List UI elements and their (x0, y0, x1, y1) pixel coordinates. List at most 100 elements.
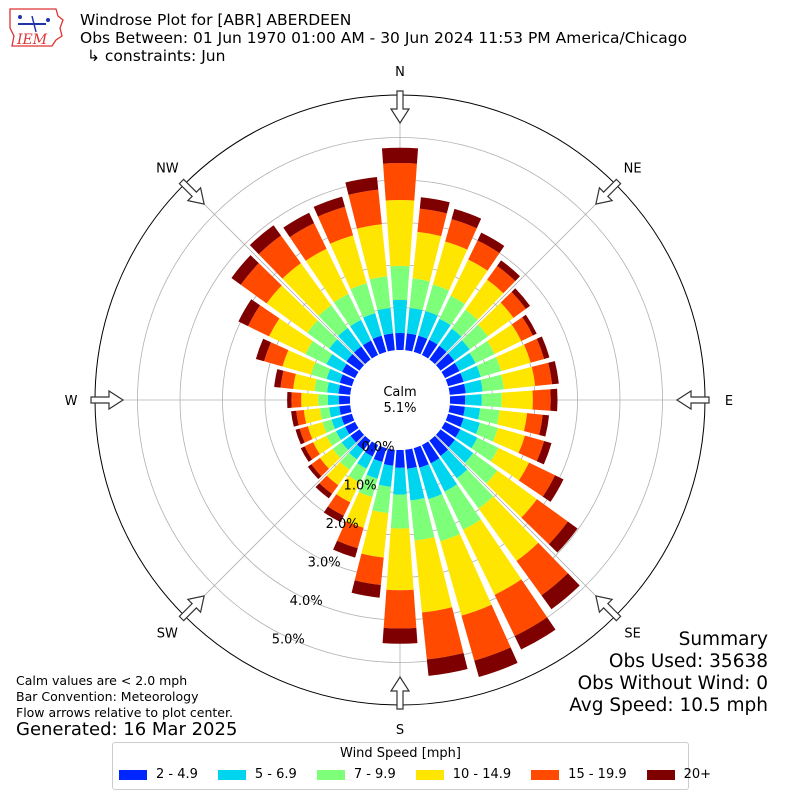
bar-150-bin-5 (514, 617, 556, 650)
bar-180-bin-4 (383, 589, 417, 629)
bar-140-bin-3 (478, 496, 539, 561)
bar-260-bin-0 (339, 405, 352, 415)
bar-0-bin-5 (381, 147, 419, 164)
bar-300-bin-4 (247, 305, 280, 337)
ring-label-2: 2.0% (326, 517, 359, 532)
bar-220-bin-3 (326, 461, 350, 486)
summary-obs-used: Obs Used: 35638 (608, 651, 768, 672)
bar-220-bin-1 (348, 444, 364, 460)
bar-340-bin-5 (313, 196, 345, 217)
bar-80-bin-2 (480, 374, 504, 392)
bar-220-bin-4 (319, 475, 339, 494)
bar-150-bin-1 (430, 458, 458, 492)
flow-arrow-SE-icon (595, 595, 622, 622)
bar-220-bin-5 (315, 483, 333, 499)
bar-40-bin-0 (429, 345, 447, 365)
iem-logo: IEM (6, 6, 66, 54)
bar-240-bin-1 (335, 426, 350, 440)
bar-40-bin-1 (439, 328, 462, 352)
constraints-label: ↳ constraints: Jun (87, 47, 226, 65)
bar-200-bin-2 (358, 474, 378, 498)
bar-30-bin-3 (450, 259, 488, 305)
bar-60-bin-5 (522, 314, 537, 336)
bar-170-bin-4 (421, 607, 464, 660)
bar-350-bin-3 (356, 224, 388, 280)
bar-120-bin-0 (441, 421, 461, 438)
ring-label-0: 0.0% (362, 440, 395, 455)
bar-340-bin-0 (372, 335, 387, 355)
bar-260-bin-5 (291, 410, 299, 427)
calm-note: Calm values are < 2.0 mph (16, 673, 188, 688)
bar-40-bin-4 (487, 265, 516, 294)
bar-130-bin-2 (464, 452, 498, 484)
legend-label-1: 5 - 6.9 (254, 767, 297, 782)
bar-200-bin-5 (333, 540, 358, 558)
compass-label-E: E (725, 394, 733, 409)
bar-120-bin-4 (518, 462, 556, 497)
bar-130-bin-3 (486, 470, 537, 518)
bar-130-bin-5 (548, 521, 578, 553)
calm-label: Calm (383, 385, 416, 400)
flow-arrow-W-icon (90, 389, 125, 411)
bar-310-bin-0 (346, 353, 365, 371)
bar-90-bin-2 (481, 392, 502, 408)
bar-140-bin-0 (429, 435, 449, 456)
bar-80-bin-3 (501, 366, 536, 390)
bar-120-bin-2 (471, 437, 499, 462)
legend-items: 2 - 4.9 5 - 6.9 7 - 9.9 10 - 14.9 15 - 19.9 2… (119, 767, 731, 782)
legend-item-1: 5 - 6.9 (217, 767, 297, 782)
bar-0-bin-1 (392, 299, 408, 334)
bar-30-bin-2 (439, 295, 465, 326)
bar-70-bin-2 (476, 357, 502, 377)
bar-190-bin-3 (361, 510, 389, 558)
calm-circle (350, 350, 450, 450)
grid-spoke-7 (184, 184, 365, 365)
legend-swatch-4 (531, 769, 560, 780)
bar-20-bin-0 (413, 335, 428, 355)
bar-170-bin-5 (426, 652, 468, 676)
bar-210-bin-2 (348, 463, 367, 483)
bar-330-bin-1 (350, 319, 372, 346)
bar-300-bin-1 (326, 354, 347, 372)
bar-50-bin-4 (500, 291, 526, 318)
bar-convention-note: Bar Convention: Meteorology (16, 689, 199, 704)
bar-290-bin-5 (255, 338, 271, 362)
bar-350-bin-4 (348, 189, 382, 229)
calm-center: Calm 5.1% (383, 385, 416, 416)
bar-230-bin-0 (350, 429, 365, 443)
bar-340-bin-3 (330, 235, 367, 290)
bar-10-bin-2 (409, 278, 430, 311)
compass-label-NE: NE (624, 161, 642, 176)
bar-310-bin-1 (329, 339, 353, 362)
grid-spoke-1 (435, 184, 616, 365)
bar-210-bin-1 (357, 451, 373, 469)
bar-10-bin-3 (412, 231, 442, 282)
legend-label-3: 10 - 14.9 (452, 767, 512, 782)
bar-40-bin-3 (465, 279, 504, 320)
bar-280-bin-4 (280, 370, 296, 389)
plot-subtitle: Obs Between: 01 Jun 1970 01:00 AM - 30 J… (80, 29, 688, 47)
bar-260-bin-1 (329, 406, 341, 418)
bar-10-bin-0 (405, 333, 417, 352)
windrose-bars (231, 147, 580, 677)
bar-320-bin-2 (318, 305, 348, 337)
bar-0-bin-3 (385, 199, 415, 267)
compass-label-S: S (396, 723, 404, 738)
bar-350-bin-2 (369, 276, 391, 311)
legend-item-2: 7 - 9.9 (316, 767, 396, 782)
bar-160-bin-4 (461, 604, 511, 661)
bar-120-bin-1 (455, 429, 478, 449)
bar-60-bin-2 (469, 340, 495, 364)
bar-0-bin-2 (390, 265, 410, 301)
summary-obs-without-wind: Obs Without Wind: 0 (577, 673, 768, 694)
bar-130-bin-1 (448, 439, 474, 463)
bar-250-bin-2 (322, 419, 335, 433)
bar-160-bin-2 (428, 494, 460, 542)
bar-180-bin-1 (393, 467, 407, 495)
bar-200-bin-0 (373, 445, 387, 462)
bar-80-bin-1 (464, 379, 483, 394)
summary-avg-speed: Avg Speed: 10.5 mph (569, 695, 768, 716)
bar-270-bin-1 (327, 394, 340, 406)
bar-90-bin-5 (550, 388, 558, 412)
legend-title: Wind Speed [mph] (340, 746, 461, 761)
